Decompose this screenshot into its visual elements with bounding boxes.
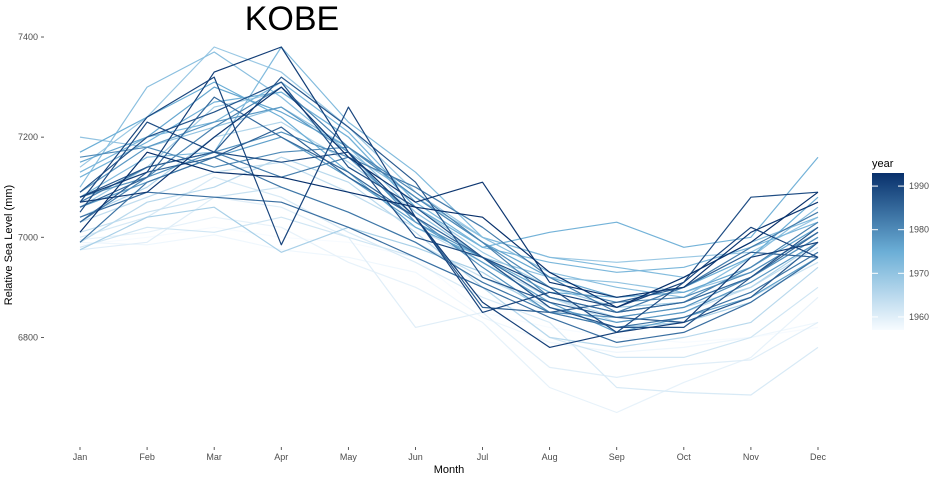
series-line-1978 [79, 106, 819, 323]
legend-title: year [872, 158, 894, 170]
legend: year 1960 1970 1980 1990 [872, 158, 929, 330]
series-line-1969 [79, 46, 819, 263]
y-axis: 6800 7000 7200 7400 [18, 32, 44, 342]
x-tick-label: Nov [743, 452, 760, 462]
y-axis-title: Relative Sea Level (mm) [3, 185, 15, 305]
x-tick-label: Apr [274, 452, 288, 462]
x-tick-label: Feb [139, 452, 155, 462]
y-tick-label: 6800 [18, 332, 38, 342]
series-line-1989 [79, 121, 819, 333]
colorbar-tick-label: 1970 [909, 268, 929, 278]
series-line-1990 [79, 76, 819, 313]
x-tick-label: Mar [206, 452, 222, 462]
x-tick-label: Dec [810, 452, 827, 462]
x-tick-label: May [340, 452, 358, 462]
x-axis-title: Month [434, 464, 465, 476]
y-tick-label: 7400 [18, 32, 38, 42]
series-line-1958 [79, 234, 819, 353]
series-line-1984 [79, 191, 819, 343]
series-line-1987 [79, 76, 819, 323]
y-tick-label: 7000 [18, 232, 38, 242]
series-line-1985 [79, 96, 819, 313]
series-line-1959 [79, 216, 819, 414]
x-tick-label: Sep [609, 452, 625, 462]
x-axis: Jan Feb Mar Apr May Jun Jul Aug Sep Oct Nov Dec [73, 447, 827, 462]
series-line-1963 [79, 186, 819, 328]
series-line-1979 [79, 131, 819, 318]
colorbar-tick-label: 1990 [909, 181, 929, 191]
series-line-1960 [79, 196, 819, 378]
colorbar [872, 173, 904, 330]
series-line-1970 [79, 106, 819, 293]
series-line-1961 [79, 176, 819, 396]
x-tick-label: Jan [73, 452, 88, 462]
colorbar-ticks: 1960 1970 1980 1990 [872, 181, 929, 322]
series-line-1974 [79, 91, 819, 248]
series-line-1991 [79, 46, 819, 348]
chart-title: KOBE [245, 0, 339, 38]
series-line-1986 [79, 126, 819, 313]
x-tick-label: Oct [677, 452, 692, 462]
series-line-1992 [79, 86, 819, 298]
x-tick-label: Jul [477, 452, 489, 462]
x-tick-label: Aug [542, 452, 558, 462]
series-line-1957 [79, 226, 819, 343]
series-line-1964 [79, 161, 819, 323]
series-line-1993 [79, 151, 819, 308]
colorbar-tick-label: 1960 [909, 312, 929, 322]
series-line-1980 [79, 146, 819, 303]
series-line-1981 [79, 86, 819, 313]
series-lines [79, 46, 819, 414]
series-line-1973 [79, 81, 819, 273]
series-line-1988 [79, 81, 819, 328]
y-tick-label: 7200 [18, 132, 38, 142]
x-tick-label: Jun [408, 452, 423, 462]
colorbar-tick-label: 1980 [909, 225, 929, 235]
